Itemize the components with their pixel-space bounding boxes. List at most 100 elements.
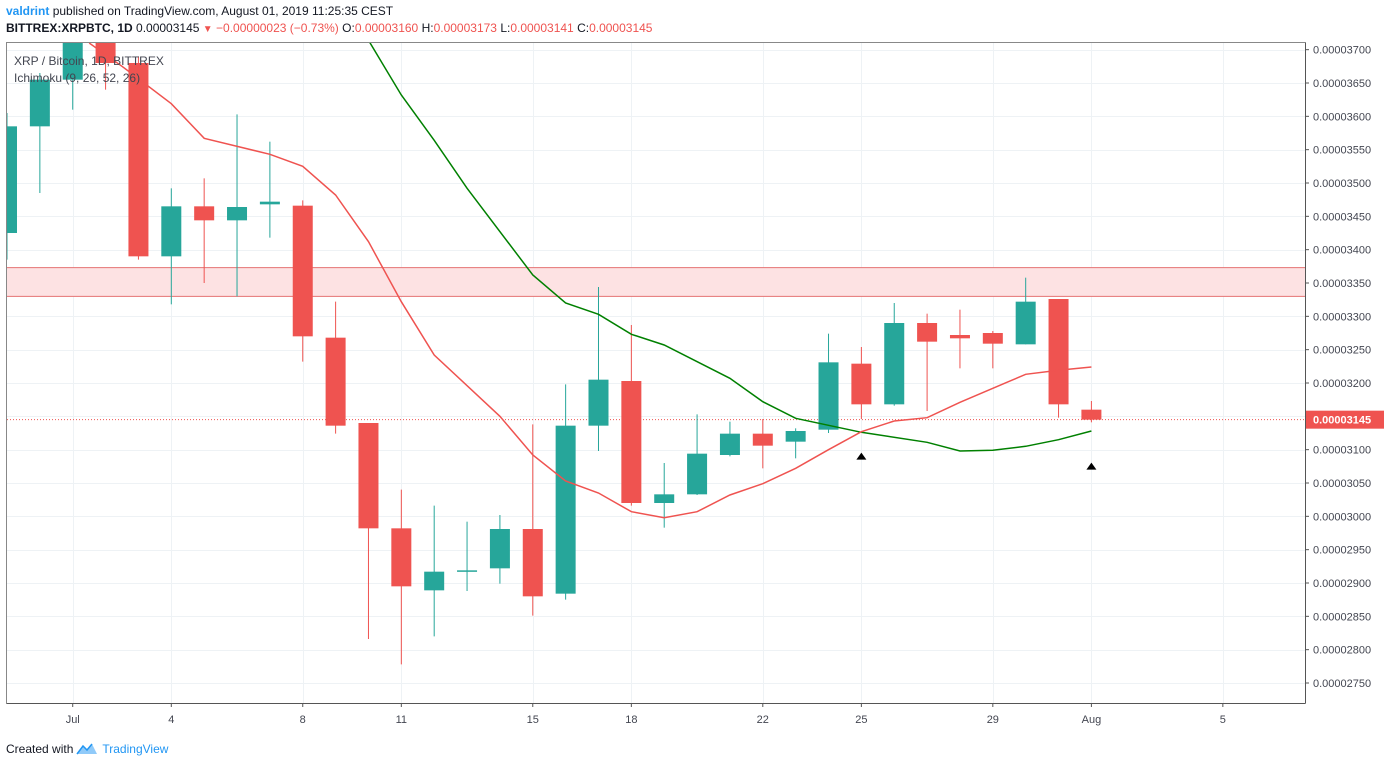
x-tick-label: 29 [987, 714, 999, 726]
candle-body [292, 205, 313, 337]
candle [194, 178, 215, 283]
candle-body [949, 335, 970, 339]
candle-body [325, 337, 346, 426]
candle [161, 188, 182, 305]
x-tick-label: 25 [855, 714, 867, 726]
candle [752, 419, 773, 469]
y-axis-labels: 0.00003700 0.00003650 0.00003600 0.00003550… [1305, 45, 1371, 690]
current-price-label: 0.00003145 [1313, 415, 1371, 427]
y-tick-label: 0.00003650 [1313, 78, 1371, 90]
low-label: L: [500, 21, 511, 35]
tradingview-logo-icon [76, 743, 98, 755]
candle [424, 505, 445, 637]
candle [1015, 277, 1036, 345]
candle-body [358, 423, 379, 529]
y-tick-label: 0.00002750 [1313, 678, 1371, 690]
candle [1048, 299, 1069, 418]
marker-triangle-icon [1086, 462, 1097, 470]
candle-body [7, 126, 17, 233]
candle [62, 43, 83, 110]
candle-body [1015, 301, 1036, 345]
candle-body [457, 570, 478, 572]
chart-legend-indicator[interactable]: Ichimoku (9, 26, 52, 26) [14, 71, 141, 85]
y-tick-label: 0.00002950 [1313, 545, 1371, 557]
candle-body [128, 63, 149, 257]
candle [227, 114, 248, 297]
candle-body [194, 206, 215, 221]
y-tick-label: 0.00003450 [1313, 211, 1371, 223]
candle-body [851, 363, 872, 405]
candle-body [687, 453, 708, 495]
candle [1081, 401, 1102, 423]
candle [457, 521, 478, 591]
y-tick-label: 0.00003500 [1313, 178, 1371, 190]
high-value: 0.00003173 [433, 21, 497, 35]
candle-body [391, 528, 412, 587]
candle [949, 309, 970, 369]
down-arrow-icon: ▼ [202, 24, 213, 35]
candle [785, 428, 806, 459]
y-tick-label: 0.00003100 [1313, 445, 1371, 457]
y-tick-label: 0.00003250 [1313, 345, 1371, 357]
candle [391, 489, 412, 665]
ichimoku-lines [88, 43, 1092, 519]
x-tick-label: 15 [527, 714, 539, 726]
candle-body [818, 362, 839, 430]
open-value: 0.00003160 [354, 21, 419, 35]
candle-body [555, 425, 576, 594]
candle-body [752, 433, 773, 446]
author-name[interactable]: valdrint [6, 4, 50, 18]
candle [687, 414, 708, 495]
candle-body [621, 381, 642, 503]
candle-body [719, 433, 740, 455]
candle-body [227, 207, 248, 221]
y-tick-label: 0.00003300 [1313, 311, 1371, 323]
y-tick-label: 0.00003600 [1313, 111, 1371, 123]
x-tick-label: Aug [1082, 714, 1102, 726]
candle-body [62, 43, 83, 80]
candle-body [522, 529, 543, 597]
candle-body [982, 333, 1003, 344]
candle [128, 56, 149, 260]
y-tick-label: 0.00003700 [1313, 45, 1371, 57]
candle [325, 301, 346, 434]
open-label: O: [342, 21, 355, 35]
x-tick-label: 18 [625, 714, 637, 726]
close-value: 0.00003145 [589, 21, 653, 35]
y-tick-label: 0.00002900 [1313, 578, 1371, 590]
current-price-tag [1306, 410, 1384, 429]
candle [259, 141, 280, 238]
candle-body [161, 206, 182, 257]
candle [29, 73, 50, 193]
candle-body [654, 494, 675, 503]
candle [489, 515, 510, 584]
y-tick-label: 0.00003050 [1313, 478, 1371, 490]
candle-body [29, 79, 50, 127]
candle-body [259, 201, 280, 205]
footer-brand-link[interactable]: TradingView [102, 742, 169, 756]
y-tick-label: 0.00002800 [1313, 645, 1371, 657]
marker-triangle-icon [856, 452, 867, 460]
candle-body [424, 571, 445, 591]
candle [292, 200, 313, 362]
last-price: 0.00003145 [136, 21, 200, 35]
x-tick-label: 5 [1220, 714, 1226, 726]
ichimoku-conversion-line [88, 43, 1092, 519]
candle [982, 331, 1003, 369]
candle-body [884, 323, 905, 405]
publish-info: valdrint published on TradingView.com, A… [6, 4, 393, 18]
publish-text: published on TradingView.com, August 01,… [52, 4, 394, 18]
candle [7, 113, 17, 260]
candle-body [785, 431, 806, 442]
x-tick-label: Jul [66, 714, 80, 726]
candle-body [489, 529, 510, 569]
y-tick-label: 0.00003000 [1313, 511, 1371, 523]
candle [851, 347, 872, 419]
y-tick-label: 0.00002850 [1313, 611, 1371, 623]
ichimoku-base-line [369, 43, 1092, 452]
x-tick-label: 22 [757, 714, 769, 726]
y-tick-label: 0.00003200 [1313, 378, 1371, 390]
x-axis-labels: Jul 4 8 11 15 18 22 25 29 Aug 5 [66, 703, 1226, 726]
y-tick-label: 0.00003550 [1313, 145, 1371, 157]
